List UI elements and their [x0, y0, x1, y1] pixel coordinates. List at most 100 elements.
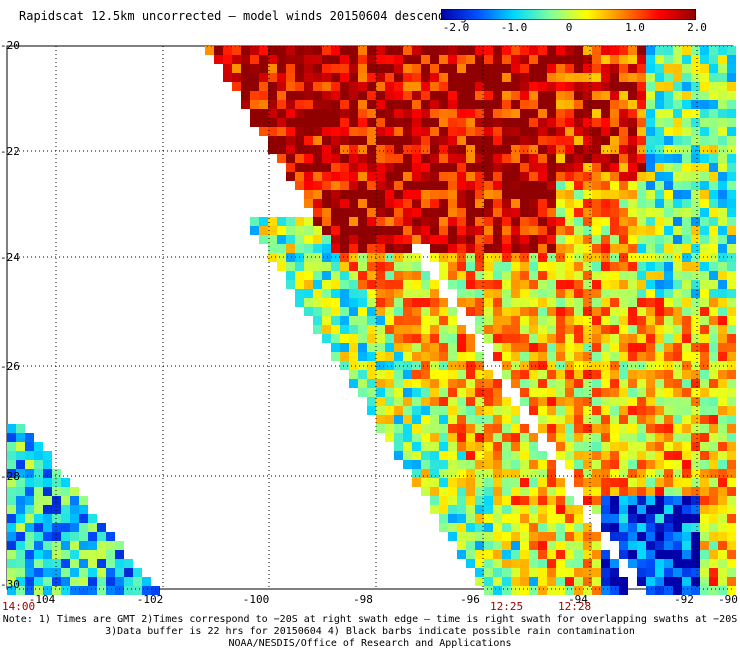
swath-cell: [457, 514, 466, 523]
swath-cell: [52, 532, 61, 541]
swath-cell: [610, 424, 619, 433]
swath-cell: [421, 280, 430, 289]
swath-cell: [547, 343, 556, 352]
swath-cell: [592, 433, 601, 442]
lon-label: -104: [28, 593, 56, 606]
swath-cell: [610, 145, 619, 154]
swath-cell: [304, 154, 313, 163]
lon-label: -92: [674, 593, 694, 606]
swath-cell: [358, 217, 367, 226]
swath-cell: [583, 388, 592, 397]
swath-cell: [493, 388, 502, 397]
swath-cell: [592, 181, 601, 190]
swath-cell: [475, 541, 484, 550]
swath-cell: [484, 424, 493, 433]
swath-cell: [475, 91, 484, 100]
swath-cell: [502, 316, 511, 325]
swath-cell: [610, 163, 619, 172]
swath-cell: [394, 181, 403, 190]
swath-cell: [376, 82, 385, 91]
swath-cell: [394, 46, 403, 55]
swath-cell: [664, 433, 673, 442]
swath-cell: [475, 505, 484, 514]
swath-cell: [367, 388, 376, 397]
swath-cell: [439, 424, 448, 433]
swath-cell: [331, 127, 340, 136]
swath-cell: [583, 181, 592, 190]
swath-cell: [385, 433, 394, 442]
swath-cell: [277, 127, 286, 136]
swath-cell: [556, 118, 565, 127]
swath-cell: [457, 361, 466, 370]
swath-cell: [79, 514, 88, 523]
swath-cell: [547, 82, 556, 91]
swath-cell: [493, 334, 502, 343]
swath-cell: [709, 91, 718, 100]
swath-cell: [646, 361, 655, 370]
swath-cell: [673, 181, 682, 190]
swath-cell: [673, 514, 682, 523]
swath-cell: [511, 451, 520, 460]
swath-cell: [709, 244, 718, 253]
swath-cell: [259, 226, 268, 235]
swath-cell: [16, 487, 25, 496]
swath-cell: [700, 100, 709, 109]
swath-cell: [466, 163, 475, 172]
swath-cell: [520, 487, 529, 496]
swath-cell: [709, 208, 718, 217]
swath-cell: [592, 478, 601, 487]
swath-cell: [628, 163, 637, 172]
swath-cell: [457, 145, 466, 154]
swath-cell: [484, 82, 493, 91]
swath-cell: [538, 208, 547, 217]
swath-cell: [394, 262, 403, 271]
swath-cell: [547, 325, 556, 334]
swath-cell: [376, 100, 385, 109]
swath-cell: [466, 352, 475, 361]
swath-cell: [385, 100, 394, 109]
swath-cell: [565, 460, 574, 469]
swath-cell: [349, 325, 358, 334]
swath-cell: [574, 478, 583, 487]
swath-cell: [691, 289, 700, 298]
swath-cell: [592, 136, 601, 145]
swath-cell: [691, 109, 700, 118]
swath-cell: [565, 199, 574, 208]
swath-cell: [475, 406, 484, 415]
swath-cell: [493, 325, 502, 334]
swath-cell: [700, 64, 709, 73]
swath-cell: [313, 118, 322, 127]
swath-cell: [331, 217, 340, 226]
swath-cell: [592, 289, 601, 298]
swath-cell: [268, 145, 277, 154]
swath-cell: [592, 451, 601, 460]
swath-cell: [637, 172, 646, 181]
swath-cell: [376, 334, 385, 343]
swath-cell: [610, 307, 619, 316]
swath-cell: [655, 415, 664, 424]
swath-cell: [538, 82, 547, 91]
swath-cell: [628, 442, 637, 451]
swath-cell: [673, 469, 682, 478]
swath-cell: [349, 361, 358, 370]
swath-cell: [538, 226, 547, 235]
swath-cell: [385, 190, 394, 199]
swath-cell: [358, 190, 367, 199]
swath-cell: [457, 343, 466, 352]
swath-cell: [727, 406, 736, 415]
swath-cell: [295, 235, 304, 244]
swath-cell: [727, 73, 736, 82]
swath-cell: [439, 505, 448, 514]
swath-cell: [574, 316, 583, 325]
swath-cell: [601, 226, 610, 235]
swath-cell: [520, 280, 529, 289]
swath-cell: [403, 388, 412, 397]
swath-cell: [448, 505, 457, 514]
swath-cell: [493, 487, 502, 496]
swath-cell: [547, 487, 556, 496]
swath-cell: [619, 379, 628, 388]
swath-cell: [691, 46, 700, 55]
swath-cell: [511, 460, 520, 469]
swath-cell: [547, 163, 556, 172]
swath-cell: [331, 298, 340, 307]
